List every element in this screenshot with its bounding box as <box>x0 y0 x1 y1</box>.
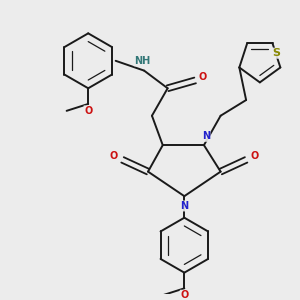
Text: O: O <box>251 151 259 161</box>
Text: N: N <box>180 201 188 211</box>
Text: NH: NH <box>134 56 150 66</box>
Text: N: N <box>202 131 210 141</box>
Text: O: O <box>110 151 118 161</box>
Text: O: O <box>84 106 92 116</box>
Text: S: S <box>272 48 281 58</box>
Text: O: O <box>199 73 207 82</box>
Text: O: O <box>180 290 188 300</box>
